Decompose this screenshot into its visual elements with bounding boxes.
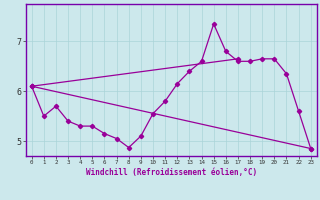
X-axis label: Windchill (Refroidissement éolien,°C): Windchill (Refroidissement éolien,°C) (86, 168, 257, 177)
